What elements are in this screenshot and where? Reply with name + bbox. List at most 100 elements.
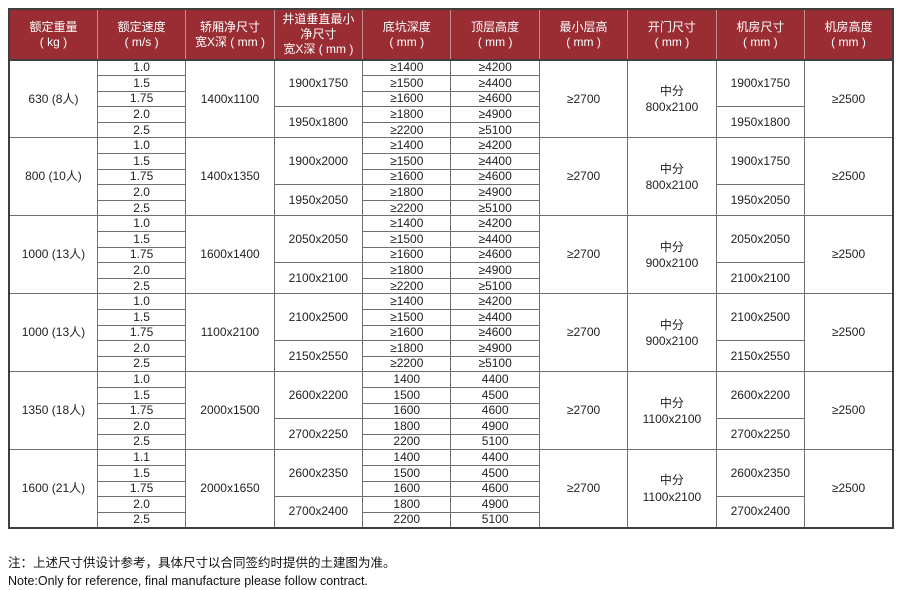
shaft-size-cell: 1950x2050 <box>273 184 364 217</box>
pit-depth-cell: 2200 <box>362 511 452 529</box>
table-row: 1.75 ≥1600 ≥4600 <box>9 168 893 186</box>
machine-room-size-cell: 2100x2500 <box>715 293 806 342</box>
pit-depth-cell: 1400 <box>362 371 452 388</box>
table-row: 2.0 2700x2400 1800 4900 2700x2400 <box>9 496 893 529</box>
car-size-cell: 1600x1400 <box>185 215 275 295</box>
table-row: 2.5 2200 5100 <box>9 511 893 529</box>
car-size-cell: 1400x1350 <box>185 137 275 217</box>
pit-depth-cell: ≥2200 <box>362 355 452 373</box>
table-row: 2.5 2200 5100 <box>9 433 893 451</box>
top-height-cell: ≥4400 <box>450 75 540 92</box>
speed-cell: 1.0 <box>96 293 187 310</box>
pit-depth-cell: ≥1800 <box>362 262 452 279</box>
top-height-cell: ≥4600 <box>450 246 540 264</box>
footnotes: 注：上述尺寸供设计参考，具体尺寸以合同签约时提供的土建图为准。 Note:Onl… <box>8 554 396 590</box>
speed-cell: 2.0 <box>96 340 187 357</box>
speed-cell: 2.5 <box>96 511 187 529</box>
shaft-size-cell: 2700x2400 <box>273 496 364 529</box>
machine-room-size-cell: 2600x2200 <box>715 371 806 420</box>
top-height-cell: ≥4900 <box>450 184 540 201</box>
header-cell: 最小层高( mm ) <box>538 9 628 61</box>
speed-cell: 2.0 <box>96 262 187 279</box>
table-row: 2.0 2100x2100 ≥1800 ≥4900 2100x2100 <box>9 262 893 295</box>
speed-cell: 1.5 <box>96 464 187 482</box>
weight-cell: 800 (10人) <box>8 137 98 217</box>
top-height-cell: 4500 <box>450 464 540 482</box>
weight-cell: 1000 (13人) <box>8 293 98 373</box>
header-cell: 底坑深度( mm ) <box>362 9 451 61</box>
pit-depth-cell: ≥1400 <box>362 59 452 77</box>
pit-depth-cell: 1800 <box>362 418 452 435</box>
table-row: 2.0 2700x2250 1800 4900 2700x2250 <box>9 418 893 451</box>
top-height-cell: ≥4400 <box>450 231 540 248</box>
header-cell: 机房高度( mm ) <box>804 9 893 61</box>
min-floor-height-cell: ≥2700 <box>538 137 629 217</box>
top-height-cell: ≥4600 <box>450 90 540 108</box>
speed-cell: 2.0 <box>96 418 187 435</box>
top-height-cell: ≥4200 <box>450 137 540 155</box>
table-row: 1.75 1600 4600 <box>9 402 893 420</box>
top-height-cell: ≥4400 <box>450 309 540 326</box>
table-row: 1350 (18人) 1.0 2000x1500 2600x2200 1400 4400 ≥… <box>8 371 894 451</box>
pit-depth-cell: 1500 <box>362 386 452 404</box>
table-row: 630 (8人) 1.0 1400x1100 1900x1750 ≥1400 ≥4200 ≥… <box>8 59 894 139</box>
door-size-cell: 中分 1100x2100 <box>627 449 717 529</box>
table-row: 1.75 ≥1600 ≥4600 <box>9 246 893 264</box>
machine-room-size-cell: 2100x2100 <box>715 262 806 295</box>
min-floor-height-cell: ≥2700 <box>538 371 629 451</box>
speed-cell: 2.5 <box>96 433 187 451</box>
pit-depth-cell: 1600 <box>362 402 452 420</box>
shaft-size-cell: 2600x2350 <box>273 449 364 498</box>
speed-cell: 1.5 <box>96 309 187 326</box>
shaft-size-cell: 2100x2100 <box>273 262 364 295</box>
machine-room-size-cell: 2600x2350 <box>715 449 806 498</box>
pit-depth-cell: ≥1500 <box>362 153 452 170</box>
top-height-cell: ≥4900 <box>450 106 540 123</box>
header-cell: 轿厢净尺寸 宽X深 ( mm ) <box>185 9 275 61</box>
top-height-cell: 4400 <box>450 449 540 466</box>
table-row: 1.75 ≥1600 ≥4600 <box>9 90 893 108</box>
car-size-cell: 2000x1650 <box>185 449 275 529</box>
shaft-size-cell: 1900x2000 <box>273 137 364 186</box>
pit-depth-cell: 1500 <box>362 464 452 482</box>
top-height-cell: 5100 <box>450 433 540 451</box>
pit-depth-cell: ≥2200 <box>362 277 452 295</box>
speed-cell: 2.0 <box>96 184 187 201</box>
speed-cell: 1.5 <box>96 153 187 170</box>
header-cell: 顶层高度( mm ) <box>450 9 540 61</box>
header-cell: 井道垂直最小 净尺寸 宽X深 ( mm ) <box>273 9 363 61</box>
shaft-size-cell: 2150x2550 <box>273 340 364 373</box>
machine-room-size-cell: 2700x2250 <box>715 418 806 451</box>
pit-depth-cell: ≥2200 <box>362 121 452 139</box>
shaft-size-cell: 2100x2500 <box>273 293 364 342</box>
note-zh: 注：上述尺寸供设计参考，具体尺寸以合同签约时提供的土建图为准。 <box>8 556 396 570</box>
pit-depth-cell: 2200 <box>362 433 452 451</box>
machine-room-height-cell: ≥2500 <box>804 59 894 139</box>
door-size-cell: 中分 800x2100 <box>627 137 717 217</box>
machine-room-size-cell: 2150x2550 <box>715 340 806 373</box>
machine-room-size-cell: 1950x1800 <box>715 106 806 139</box>
header-cell: 机房尺寸( mm ) <box>715 9 805 61</box>
pit-depth-cell: ≥1400 <box>362 215 452 233</box>
machine-room-size-cell: 1900x1750 <box>715 59 806 108</box>
top-height-cell: ≥4400 <box>450 153 540 170</box>
speed-cell: 2.0 <box>96 106 187 123</box>
top-height-cell: 4600 <box>450 402 540 420</box>
weight-cell: 1350 (18人) <box>8 371 98 451</box>
top-height-cell: 5100 <box>450 511 540 529</box>
speed-cell: 1.0 <box>96 137 187 155</box>
top-height-cell: ≥4200 <box>450 293 540 310</box>
top-height-cell: ≥5100 <box>450 199 540 217</box>
spec-table: 额定重量( kg ) 额定速度( m/s ) 轿厢净尺寸 宽X深 ( mm ) 井道垂直… <box>8 8 894 529</box>
top-height-cell: ≥4200 <box>450 215 540 233</box>
table-row: 1.5 ≥1500 ≥4400 <box>9 153 893 170</box>
door-size-cell: 中分 1100x2100 <box>627 371 717 451</box>
header-cell: 开门尺寸( mm ) <box>627 9 717 61</box>
table-row: 1.5 ≥1500 ≥4400 <box>9 309 893 326</box>
pit-depth-cell: ≥1400 <box>362 137 452 155</box>
table-row: 1.75 1600 4600 <box>9 480 893 498</box>
machine-room-size-cell: 1950x2050 <box>715 184 806 217</box>
pit-depth-cell: ≥1600 <box>362 168 452 186</box>
car-size-cell: 2000x1500 <box>185 371 275 451</box>
machine-room-height-cell: ≥2500 <box>804 371 894 451</box>
